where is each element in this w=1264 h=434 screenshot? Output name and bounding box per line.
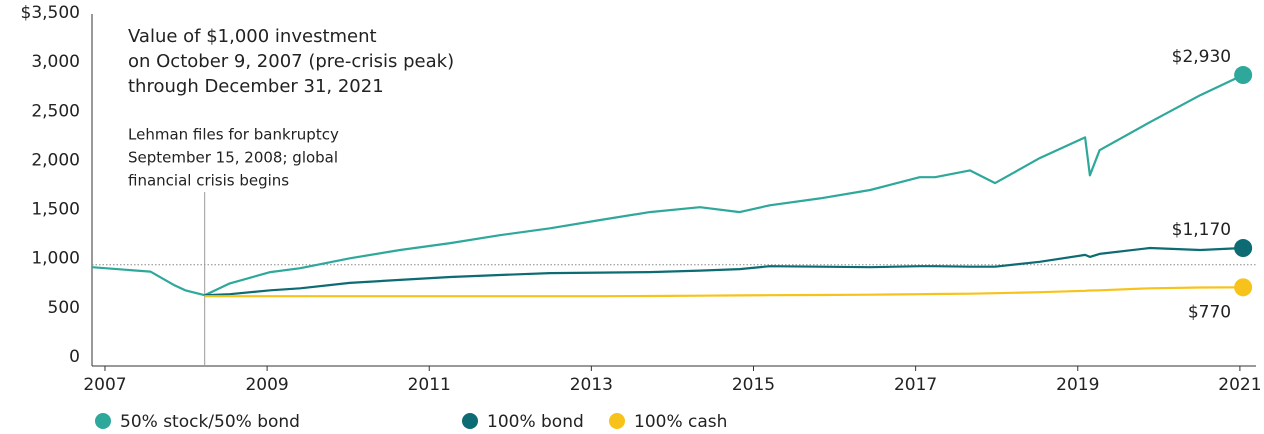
chart-title: through December 31, 2021: [128, 76, 384, 97]
end-point: [1234, 239, 1253, 258]
annotation: financial crisis begins: [128, 172, 289, 190]
y-tick-label: 1,000: [31, 249, 80, 269]
x-tick-label: 2007: [83, 375, 126, 395]
x-tick-label: 2017: [894, 375, 937, 395]
x-tick-label: 2019: [1056, 375, 1099, 395]
x-tick-label: 2011: [408, 375, 451, 395]
series-line: [204, 286, 1244, 298]
annotation: Lehman files for bankruptcy: [128, 126, 339, 144]
legend-label: 100% bond: [487, 412, 584, 432]
end-point: [1234, 66, 1253, 85]
series-line: [91, 74, 1244, 297]
end-point: [1234, 278, 1253, 297]
x-tick-label: 2021: [1218, 375, 1261, 395]
x-tick-label: 2009: [245, 375, 288, 395]
y-tick-label: $3,500: [21, 3, 80, 23]
chart-title: on October 9, 2007 (pre-crisis peak): [128, 51, 454, 72]
legend-label: 100% cash: [634, 412, 727, 432]
y-tick-label: 1,500: [31, 200, 80, 220]
value-label: $1,170: [1172, 220, 1231, 240]
y-tick-label: 2,000: [31, 150, 80, 170]
value-label: $770: [1188, 302, 1231, 322]
legend-swatch: [609, 413, 625, 429]
y-tick-label: 3,000: [31, 52, 80, 72]
series-line: [204, 246, 1244, 297]
y-tick-label: 0: [69, 347, 80, 367]
x-tick-label: 2013: [570, 375, 613, 395]
legend-label: 50% stock/50% bond: [120, 412, 300, 432]
y-tick-label: 500: [48, 298, 80, 318]
x-tick-label: 2015: [732, 375, 775, 395]
legend-swatch: [462, 413, 478, 429]
annotation: September 15, 2008; global: [128, 149, 338, 167]
value-label: $2,930: [1172, 47, 1231, 67]
chart-title: Value of $1,000 investment: [128, 26, 377, 47]
legend-swatch: [95, 413, 111, 429]
y-tick-label: 2,500: [31, 101, 80, 121]
